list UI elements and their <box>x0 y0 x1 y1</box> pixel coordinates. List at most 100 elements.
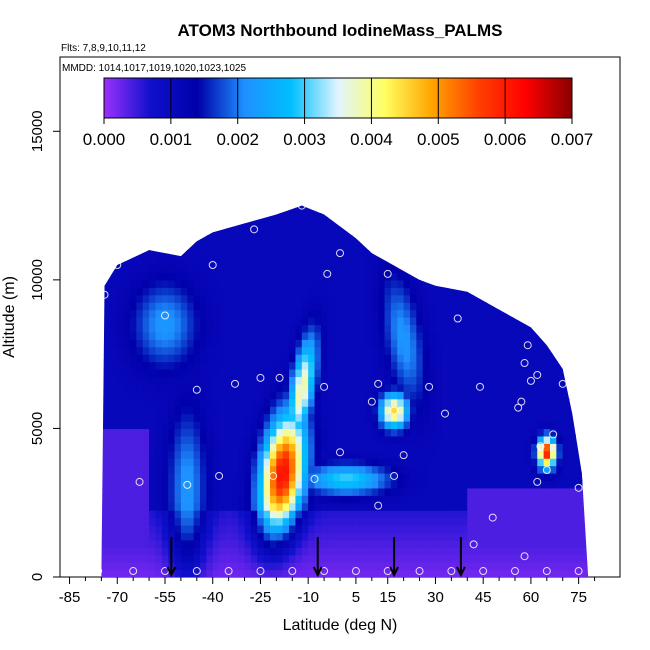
heatmap-cell <box>448 465 456 474</box>
heatmap-cell <box>403 339 411 348</box>
heatmap-cell <box>492 309 500 318</box>
heatmap-cell <box>110 294 118 303</box>
heatmap-cell <box>327 569 335 577</box>
heatmap-cell <box>505 443 513 452</box>
heatmap-cell <box>429 517 437 526</box>
heatmap-cell <box>123 421 131 430</box>
heatmap-cell <box>435 421 443 430</box>
heatmap-cell <box>473 406 481 415</box>
heatmap-cell <box>524 532 532 541</box>
heatmap-cell <box>92 220 99 228</box>
heatmap-cell <box>353 191 360 199</box>
heatmap-cell <box>518 294 526 303</box>
heatmap-cell <box>530 346 538 355</box>
heatmap-cell <box>276 443 284 452</box>
heatmap-cell <box>301 205 309 214</box>
heatmap-cell <box>346 339 354 348</box>
heatmap-cell <box>486 369 494 378</box>
heatmap-cell <box>397 450 405 459</box>
heatmap-cell <box>480 235 487 244</box>
heatmap-cell <box>422 421 430 430</box>
heatmap-cell <box>499 324 507 333</box>
heatmap-cell <box>168 331 176 340</box>
heatmap-cell <box>104 205 112 207</box>
heatmap-cell <box>537 458 545 467</box>
heatmap-cell <box>250 302 258 311</box>
heatmap-cell <box>180 473 188 482</box>
heatmap-cell <box>161 458 169 467</box>
heatmap-cell <box>575 279 583 288</box>
heatmap-cell <box>492 487 500 496</box>
heatmap-cell <box>422 547 430 556</box>
heatmap-cell <box>136 339 144 348</box>
heatmap-cell <box>371 458 379 467</box>
heatmap-cell <box>505 287 513 296</box>
heatmap-cell <box>282 487 290 496</box>
heatmap-cell <box>187 272 195 281</box>
heatmap-cell <box>460 428 468 437</box>
heatmap-cell <box>320 443 328 452</box>
heatmap-cell <box>492 391 500 400</box>
heatmap-cell <box>505 495 513 504</box>
heatmap-cell <box>238 539 246 548</box>
heatmap-cell <box>397 421 405 430</box>
heatmap-cell <box>168 517 176 526</box>
heatmap-cell <box>511 361 519 370</box>
heatmap-cell <box>537 547 545 556</box>
heatmap-cell <box>359 257 367 266</box>
heatmap-cell <box>225 510 233 519</box>
heatmap-cell <box>174 450 182 459</box>
heatmap-cell <box>460 376 468 385</box>
heatmap-cell <box>92 458 99 466</box>
heatmap-cell <box>505 435 513 444</box>
heatmap-cell <box>174 525 182 534</box>
heatmap-cell <box>238 383 246 392</box>
heatmap-cell <box>518 331 526 340</box>
heatmap-cell <box>448 257 456 266</box>
heatmap-cell <box>562 435 570 444</box>
heatmap-cell <box>397 525 405 534</box>
heatmap-cell <box>327 547 335 556</box>
heatmap-cell <box>422 242 430 251</box>
heatmap-cell <box>168 235 176 244</box>
heatmap-cell <box>352 480 360 489</box>
heatmap-cell <box>359 376 367 385</box>
heatmap-cell <box>295 487 303 496</box>
heatmap-cell <box>416 458 424 467</box>
heatmap-cell <box>130 480 137 489</box>
heatmap-cell <box>263 569 271 577</box>
heatmap-cell <box>174 213 182 222</box>
heatmap-cell <box>143 191 150 199</box>
heatmap-cell <box>499 525 507 534</box>
heatmap-cell <box>301 317 309 326</box>
heatmap-cell <box>244 213 252 222</box>
heatmap-cell <box>257 242 265 251</box>
heatmap-cell <box>422 279 430 288</box>
heatmap-cell <box>136 309 144 318</box>
heatmap-cell <box>231 265 239 274</box>
heatmap-cell <box>403 220 411 229</box>
heatmap-cell <box>403 539 411 548</box>
heatmap-cell <box>282 324 290 333</box>
heatmap-cell <box>492 257 500 266</box>
heatmap-cell <box>524 272 532 281</box>
heatmap-cell <box>314 242 322 251</box>
heatmap-cell <box>524 569 532 577</box>
heatmap-cell <box>333 495 341 504</box>
heatmap-cell <box>524 413 532 422</box>
heatmap-cell <box>448 517 456 526</box>
heatmap-cell <box>174 547 182 556</box>
heatmap-cell <box>314 250 322 259</box>
heatmap-cell <box>282 383 290 392</box>
heatmap-cell <box>301 287 309 296</box>
heatmap-cell <box>270 510 277 519</box>
heatmap-cell <box>123 480 131 489</box>
heatmap-cell <box>123 213 131 222</box>
heatmap-cell <box>244 569 252 577</box>
heatmap-cell <box>435 428 443 437</box>
heatmap-cell <box>556 279 564 288</box>
heatmap-cell <box>403 242 411 251</box>
heatmap-cell <box>276 205 284 207</box>
heatmap-cell <box>308 517 316 526</box>
sample-point <box>425 382 434 391</box>
